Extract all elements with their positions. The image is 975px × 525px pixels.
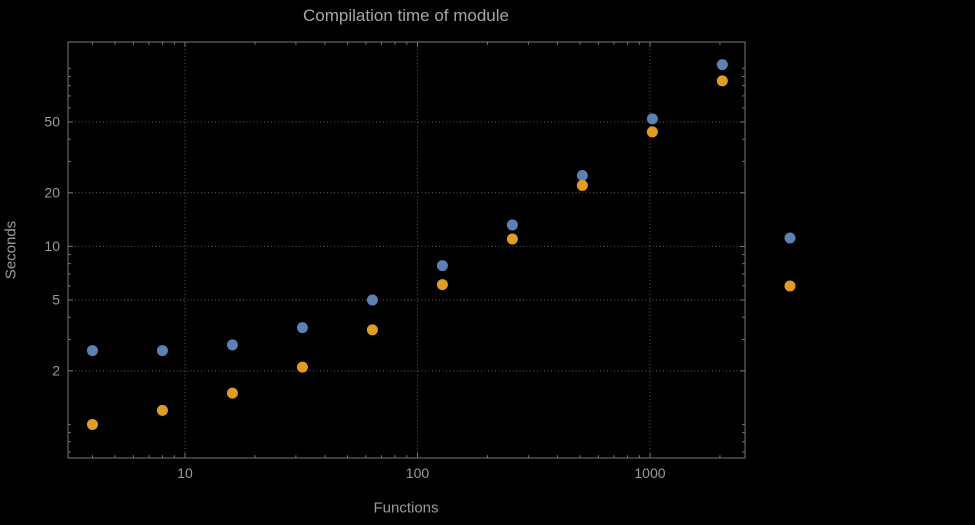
x-axis-label: Functions: [373, 499, 439, 517]
data-point-series-2-orange: [436, 279, 448, 291]
data-point-series-2-orange: [576, 179, 588, 191]
data-point-series-2-orange: [226, 387, 238, 399]
data-point-series-1-blue: [646, 113, 658, 125]
data-point-series-1-blue: [576, 170, 588, 182]
y-tick-label: 2: [52, 362, 60, 378]
legend-marker-series-1-blue: [784, 232, 796, 244]
x-tick-label: 100: [406, 465, 430, 481]
data-point-series-2-orange: [366, 324, 378, 336]
data-point-series-1-blue: [156, 345, 168, 357]
y-axis-label: Seconds: [2, 220, 20, 280]
data-point-series-1-blue: [86, 345, 98, 357]
data-point-series-2-orange: [716, 75, 728, 87]
y-tick-label: 10: [44, 238, 60, 254]
data-point-series-2-orange: [296, 361, 308, 373]
data-point-series-1-blue: [436, 260, 448, 272]
data-point-series-1-blue: [506, 219, 518, 231]
y-tick-label: 20: [44, 184, 60, 200]
x-tick-label: 10: [177, 465, 193, 481]
data-point-series-2-orange: [646, 126, 658, 138]
y-tick-label: 50: [44, 113, 60, 129]
data-point-series-1-blue: [366, 294, 378, 306]
data-point-series-1-blue: [296, 322, 308, 334]
y-tick-label: 5: [52, 291, 60, 307]
data-point-series-1-blue: [716, 59, 728, 71]
data-point-series-2-orange: [156, 404, 168, 416]
chart-title: Compilation time of module: [303, 6, 509, 25]
plot-frame: [67, 41, 746, 459]
data-point-series-2-orange: [506, 233, 518, 245]
legend-marker-series-2-orange: [784, 280, 796, 292]
data-point-series-1-blue: [226, 339, 238, 351]
data-point-series-2-orange: [86, 418, 98, 430]
x-tick-label: 1000: [634, 465, 665, 481]
